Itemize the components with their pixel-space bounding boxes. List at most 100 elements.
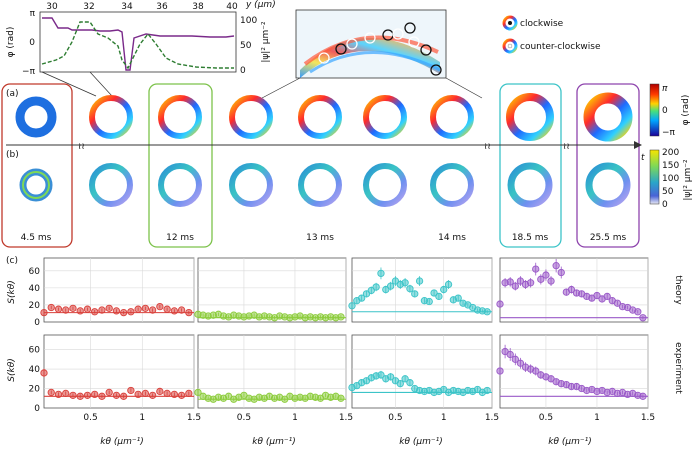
clockwise-legend-icon <box>502 15 518 31</box>
x-tick-label: 1.5 <box>339 413 353 423</box>
inset-rtick-0: 100 <box>240 16 257 26</box>
data-point <box>516 359 525 367</box>
data-point <box>639 392 647 400</box>
data-point <box>406 379 414 387</box>
density-rings-row <box>19 162 631 208</box>
data-point <box>156 387 164 396</box>
data-point <box>98 306 106 314</box>
data-point <box>69 391 77 399</box>
data-point <box>156 302 164 311</box>
data-point <box>134 390 142 399</box>
data-point <box>506 278 514 286</box>
legend: clockwise counter-clockwise <box>502 15 601 54</box>
box-18p5ms <box>499 83 562 248</box>
data-point <box>532 367 540 375</box>
density-tick-4: 0 <box>662 200 668 210</box>
vortex-ccw-marker <box>408 36 420 48</box>
data-point <box>194 388 202 397</box>
data-point <box>396 380 404 388</box>
data-point <box>377 269 385 278</box>
data-point <box>537 275 545 283</box>
data-point <box>411 290 419 298</box>
data-point <box>69 304 77 312</box>
data-point <box>148 391 157 399</box>
x-tick-label: 0.5 <box>237 413 251 423</box>
data-point <box>127 308 135 316</box>
data-point <box>83 391 92 399</box>
axis-break-1: ≀≀ <box>78 142 85 152</box>
data-point <box>603 292 611 301</box>
data-point <box>430 289 438 297</box>
inset-left-label: φ (rad) <box>6 27 16 58</box>
y-tick-label: 20 <box>29 301 41 311</box>
y-tick-label: 40 <box>29 365 41 375</box>
time-axis-label: t <box>641 153 645 163</box>
legend-counter-clockwise: counter-clockwise <box>520 42 601 52</box>
inset-ltick-1: 0 <box>29 38 35 48</box>
data-point <box>91 390 99 399</box>
y-tick-label: 20 <box>29 385 41 395</box>
data-point <box>358 294 366 302</box>
inset-rtick-1: 50 <box>240 41 252 51</box>
data-point <box>557 268 565 277</box>
x-tick-label: 1 <box>139 413 145 423</box>
x-tick-label: 0.5 <box>388 413 402 423</box>
data-point <box>348 302 356 310</box>
data-point <box>483 386 491 395</box>
inset-y-axis-label: y (μm) <box>245 0 276 10</box>
data-point <box>177 306 186 314</box>
scatter-panel: 0.5 1 1.5 <box>194 334 353 423</box>
data-point <box>76 392 84 400</box>
inset-ltick-0: π <box>30 9 36 19</box>
inset-rtick-2: 0 <box>240 66 246 76</box>
data-point <box>134 305 142 313</box>
time-label-25p5ms: 25.5 ms <box>590 233 627 243</box>
vortex-ccw-marker <box>364 32 376 44</box>
data-point <box>454 294 462 302</box>
axis-break-2: ≀≀ <box>484 142 491 152</box>
axis-break-3: ≀≀ <box>563 142 570 152</box>
density-tick-3: 50 <box>662 187 674 197</box>
zoom-inset <box>261 9 483 99</box>
data-point <box>382 285 390 294</box>
data-point <box>526 279 535 287</box>
density-ring <box>585 162 631 208</box>
density-ring <box>507 162 553 208</box>
data-point <box>98 392 106 400</box>
xlabel-4: kθ (μm⁻¹) <box>548 437 591 447</box>
data-point <box>377 371 385 379</box>
density-tick-2: 100 <box>662 174 679 184</box>
time-label-18p5ms: 18.5 ms <box>512 233 549 243</box>
phase-ring <box>430 95 474 139</box>
data-point <box>170 390 178 399</box>
data-point <box>163 305 171 313</box>
scatter-panel: 0.5 1 1.5 <box>496 334 655 423</box>
density-tick-1: 150 <box>662 161 679 171</box>
vortex-ccw-marker <box>318 52 330 64</box>
data-point <box>506 350 514 359</box>
scatter-panel: 0 20 40 60 0.5 1 1.5 <box>29 334 201 423</box>
xlabel-3: kθ (μm⁻¹) <box>399 437 442 447</box>
phase-ring <box>506 93 554 141</box>
data-point <box>634 308 642 316</box>
x-tick-label: 0.5 <box>539 413 553 423</box>
legend-clockwise: clockwise <box>520 19 564 29</box>
data-point <box>40 308 48 317</box>
data-point <box>639 314 647 322</box>
data-point <box>337 313 345 321</box>
data-point <box>47 303 55 312</box>
phase-ring <box>89 95 133 139</box>
vortex-cw-marker <box>404 22 416 34</box>
data-point <box>372 283 380 291</box>
inset-phase-curve <box>42 17 235 71</box>
y-tick-label: 60 <box>29 346 41 356</box>
data-point <box>367 286 375 295</box>
density-ring <box>363 163 407 207</box>
scatter-panel <box>348 257 493 323</box>
data-point <box>170 307 178 315</box>
data-point <box>105 388 113 397</box>
x-tick-label: 1 <box>292 413 298 423</box>
data-point <box>483 308 491 316</box>
data-point <box>40 369 48 377</box>
